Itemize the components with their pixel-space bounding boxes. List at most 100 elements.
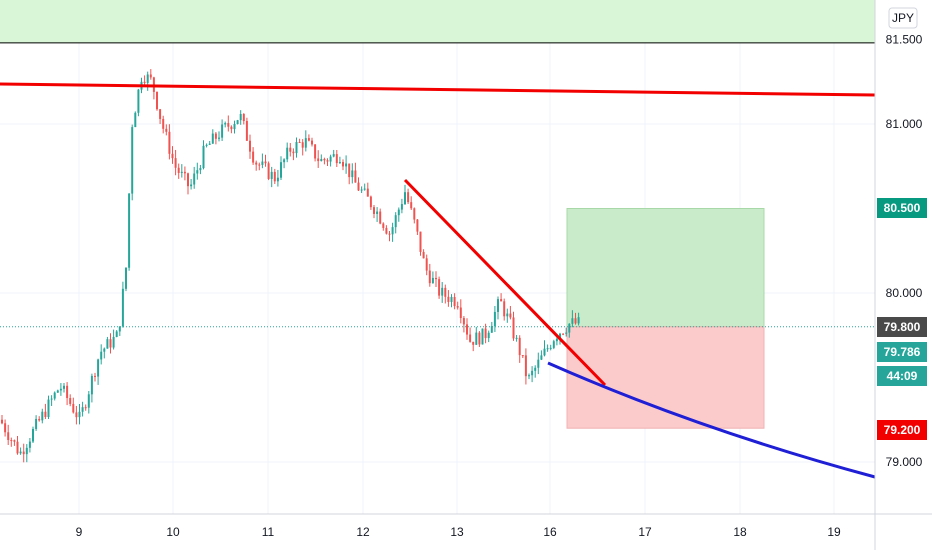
candle-body (571, 318, 574, 324)
candle-body (218, 137, 220, 139)
candle-body (106, 339, 109, 349)
candle-body (490, 326, 493, 333)
candle-body (159, 109, 162, 119)
candle-body (435, 277, 437, 280)
candle-body (472, 341, 475, 345)
candle-body (335, 154, 338, 164)
candle-body (301, 142, 304, 148)
candle-body (453, 297, 456, 307)
candle-body (537, 359, 540, 368)
candle-body (342, 162, 344, 167)
candle-body (422, 251, 425, 259)
candle-body (478, 332, 481, 345)
candle-body (524, 355, 527, 377)
candle-body (273, 171, 276, 182)
candle-body (373, 207, 375, 214)
red-trendline-horizontal[interactable] (0, 82, 876, 97)
x-tick-label: 13 (450, 525, 464, 539)
candle-body (438, 279, 441, 296)
candle-body (487, 332, 490, 339)
candle-body (174, 158, 177, 168)
blue-projection-curve[interactable] (547, 361, 876, 479)
candle-body (298, 141, 301, 143)
candle-body (90, 375, 93, 395)
candle-body (283, 159, 286, 163)
resistance-zone[interactable] (0, 0, 875, 43)
candle-body (156, 91, 158, 110)
candle-body (22, 451, 25, 455)
candle-body (286, 147, 289, 160)
x-tick-label: 12 (356, 525, 370, 539)
candle-body (311, 140, 313, 145)
candle-body (100, 351, 103, 360)
candle-body (332, 154, 335, 157)
candle-body (187, 173, 189, 187)
candle-body (180, 171, 183, 173)
candle-body (493, 311, 496, 327)
candle-body (466, 324, 468, 335)
candle-body (543, 348, 546, 356)
candle-body (441, 287, 444, 296)
candle-body (549, 347, 552, 349)
candle-body (25, 447, 28, 455)
target-zone[interactable] (566, 208, 765, 328)
candle-body (357, 182, 360, 191)
candle-body (221, 124, 224, 138)
candle-body (360, 189, 363, 191)
x-tick-label: 10 (166, 525, 180, 539)
candle-body (10, 440, 13, 442)
candle-body (267, 163, 270, 179)
candle-body (7, 432, 10, 441)
candle-body (397, 209, 400, 216)
candle-body (379, 211, 382, 224)
candle-body (75, 412, 78, 418)
x-tick-label: 19 (827, 525, 841, 539)
candle-body (555, 338, 558, 342)
candle-body (214, 133, 217, 139)
candle-body (41, 411, 44, 421)
candle-body (394, 215, 397, 228)
candle-body (388, 233, 391, 235)
candle-body (205, 144, 208, 146)
candle-body (264, 161, 267, 164)
countdown-badge (877, 366, 927, 386)
price-badge-text: 80.500 (884, 201, 921, 215)
candle-body (143, 81, 146, 83)
candle-body (19, 451, 22, 454)
candle-body (137, 89, 140, 113)
candle-body (565, 332, 568, 334)
candle-body (506, 313, 509, 317)
candle-body (16, 441, 19, 454)
candle-body (515, 337, 518, 339)
red-trendline-descending[interactable] (403, 178, 607, 387)
candle-body (521, 355, 524, 357)
candle-body (407, 192, 410, 203)
price-badge-take-profit (877, 198, 927, 218)
candle-body (385, 227, 388, 234)
candle-body (317, 158, 320, 162)
currency-badge[interactable] (888, 7, 918, 29)
candle-body (354, 170, 357, 183)
candle-body (236, 120, 239, 124)
candle-body (4, 423, 7, 433)
candle-body (255, 162, 258, 165)
candle-body (131, 127, 134, 194)
candle-body (326, 160, 329, 162)
x-tick-label: 17 (638, 525, 652, 539)
y-tick-label: 81.500 (886, 33, 923, 47)
x-tick-label: 9 (76, 525, 83, 539)
price-badge-stop-loss (877, 420, 927, 440)
candle-body (59, 388, 62, 391)
candle-body (149, 74, 152, 78)
candle-body (531, 370, 534, 376)
candle-body (72, 403, 75, 413)
candle-body (249, 140, 251, 152)
y-tick-labels: 81.500 81.000 80.000 79.000 (886, 33, 923, 470)
drawings (0, 82, 876, 479)
candle-body (270, 171, 273, 179)
candle-body (258, 164, 261, 166)
candle-body (450, 297, 453, 302)
candle-body (323, 159, 326, 161)
